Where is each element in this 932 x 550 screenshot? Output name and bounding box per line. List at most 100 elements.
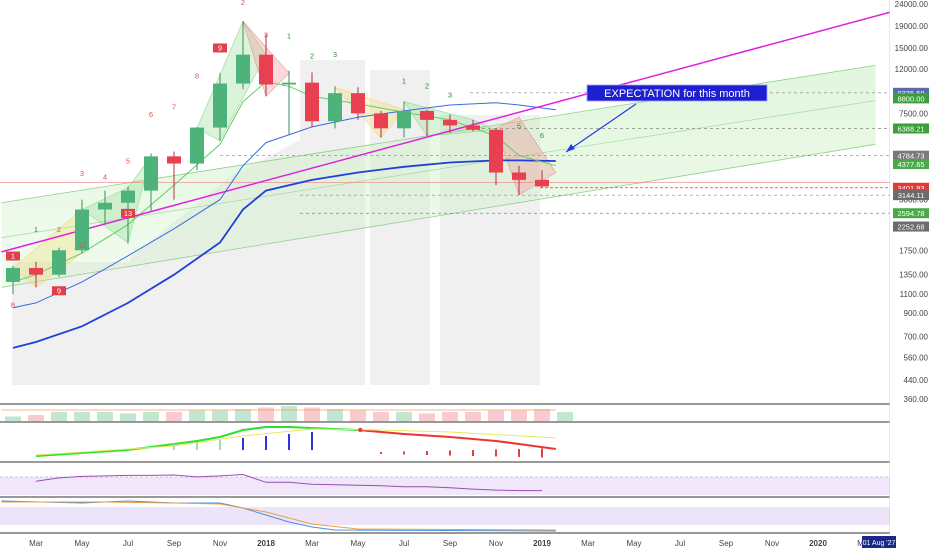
volume-bar xyxy=(350,410,366,421)
volume-bar xyxy=(120,413,136,421)
time-cursor: 01 Aug '27 xyxy=(862,536,896,548)
price-box-label: 6388.21 xyxy=(897,124,924,133)
osc-up-line xyxy=(35,426,359,457)
price-box xyxy=(893,87,929,98)
count-label-box xyxy=(52,286,66,296)
candle-body xyxy=(75,209,89,251)
osc-hist-bar xyxy=(265,436,267,450)
time-cursor-label: 01 Aug '27 xyxy=(863,540,896,547)
candle-body xyxy=(443,119,457,126)
volume-bar xyxy=(511,410,527,421)
volume-bar xyxy=(51,412,67,421)
annotation-arrow xyxy=(565,103,637,153)
count-label: 8 xyxy=(11,301,15,310)
count-label: 13 xyxy=(124,209,132,218)
osc-hist-bar xyxy=(541,448,543,458)
stoch-band xyxy=(0,507,890,525)
osc-hist-bar xyxy=(242,438,244,450)
volume-bar xyxy=(235,409,251,421)
time-axis-tick: Mar xyxy=(581,539,595,548)
trendline-line xyxy=(1,11,891,253)
time-axis-tick: May xyxy=(74,539,89,548)
volume-bar xyxy=(534,409,550,421)
osc-hist-bar xyxy=(495,449,497,457)
time-axis-tick: Sep xyxy=(167,539,182,548)
count-label-box xyxy=(121,208,135,218)
count-label: 1 xyxy=(287,32,291,41)
candle-body xyxy=(29,267,43,275)
volume-bar xyxy=(396,412,412,421)
candle-body xyxy=(397,110,411,129)
price-box-label: 3144.11 xyxy=(898,191,925,200)
price-axis-tick: 900.00 xyxy=(904,309,929,318)
candle-body xyxy=(282,82,296,85)
channel-lower-line xyxy=(1,143,876,288)
time-axis-tick: Nov xyxy=(213,539,227,548)
osc-hist-bar xyxy=(426,451,428,455)
time-axis-tick: 2020 xyxy=(809,539,827,548)
volume-pane xyxy=(1,406,573,421)
candle-body xyxy=(351,93,365,114)
osc-hist-bar xyxy=(196,442,198,450)
volume-bar xyxy=(419,413,435,421)
volume-bar xyxy=(304,407,320,421)
osc-hist-bar xyxy=(518,449,520,457)
volume-bar xyxy=(74,412,90,421)
osc-hist-bar xyxy=(449,450,451,456)
osc-hist-bar xyxy=(173,444,175,450)
price-box-label: 2252.68 xyxy=(897,223,924,232)
time-axis-tick: Mar xyxy=(29,539,43,548)
candle-body xyxy=(167,156,181,164)
candle-body xyxy=(144,156,158,191)
count-label: 12 xyxy=(78,241,86,250)
channel-mid-line xyxy=(1,100,876,239)
time-axis[interactable]: Mar May Jul Sep Nov 2018 Mar May Jul Sep Nov 2019 Ma… xyxy=(29,539,871,548)
price-axis-bg xyxy=(890,0,932,533)
count-label: 1 xyxy=(34,225,38,234)
volume-bar xyxy=(258,407,274,421)
count-label: 8 xyxy=(195,71,199,80)
price-axis[interactable]: 24000.0019000.0015000.0012000.009500.007… xyxy=(890,0,932,533)
count-label: 9 xyxy=(218,43,222,52)
ma-slow-line xyxy=(12,102,556,309)
price-box xyxy=(893,150,929,161)
expectation-annotation: EXPECTATION for this month xyxy=(565,84,768,153)
candle-body xyxy=(98,202,112,210)
annotation-text: EXPECTATION for this month xyxy=(604,88,750,100)
volume-bar xyxy=(488,410,504,421)
annotation-box xyxy=(586,84,768,102)
candle-body xyxy=(305,82,319,122)
osc-down-line xyxy=(357,429,556,450)
count-label: 7 xyxy=(172,103,176,112)
candle-body xyxy=(52,250,66,275)
price-axis-tick: 700.00 xyxy=(904,332,929,341)
time-axis-tick: Nov xyxy=(489,539,503,548)
price-axis-tick: 19000.00 xyxy=(895,22,929,31)
volume-bar xyxy=(28,415,44,421)
candle-body xyxy=(259,54,273,85)
count-label: 4 xyxy=(103,173,107,182)
price-box xyxy=(893,93,929,104)
ma-fast-line xyxy=(12,159,556,349)
time-axis-tick: Sep xyxy=(443,539,458,548)
time-axis-tick: 2018 xyxy=(257,539,275,548)
zone-7 xyxy=(495,116,557,196)
time-axis-tick: Jul xyxy=(123,539,133,548)
volume-bar xyxy=(212,410,228,421)
price-box xyxy=(893,190,929,201)
osc-hist-bar xyxy=(311,432,313,450)
count-label: 9 xyxy=(57,286,61,295)
volume-bar xyxy=(373,412,389,421)
price-box-label: 8800.00 xyxy=(897,94,924,103)
candle-body xyxy=(466,125,480,130)
time-axis-tick: 2019 xyxy=(533,539,551,548)
count-label: 2 xyxy=(241,0,245,7)
price-axis-tick: 360.00 xyxy=(904,395,929,404)
time-axis-tick: Sep xyxy=(719,539,734,548)
price-box-label: 2594.78 xyxy=(897,209,924,218)
price-box-label: 9335.50 xyxy=(897,89,924,98)
